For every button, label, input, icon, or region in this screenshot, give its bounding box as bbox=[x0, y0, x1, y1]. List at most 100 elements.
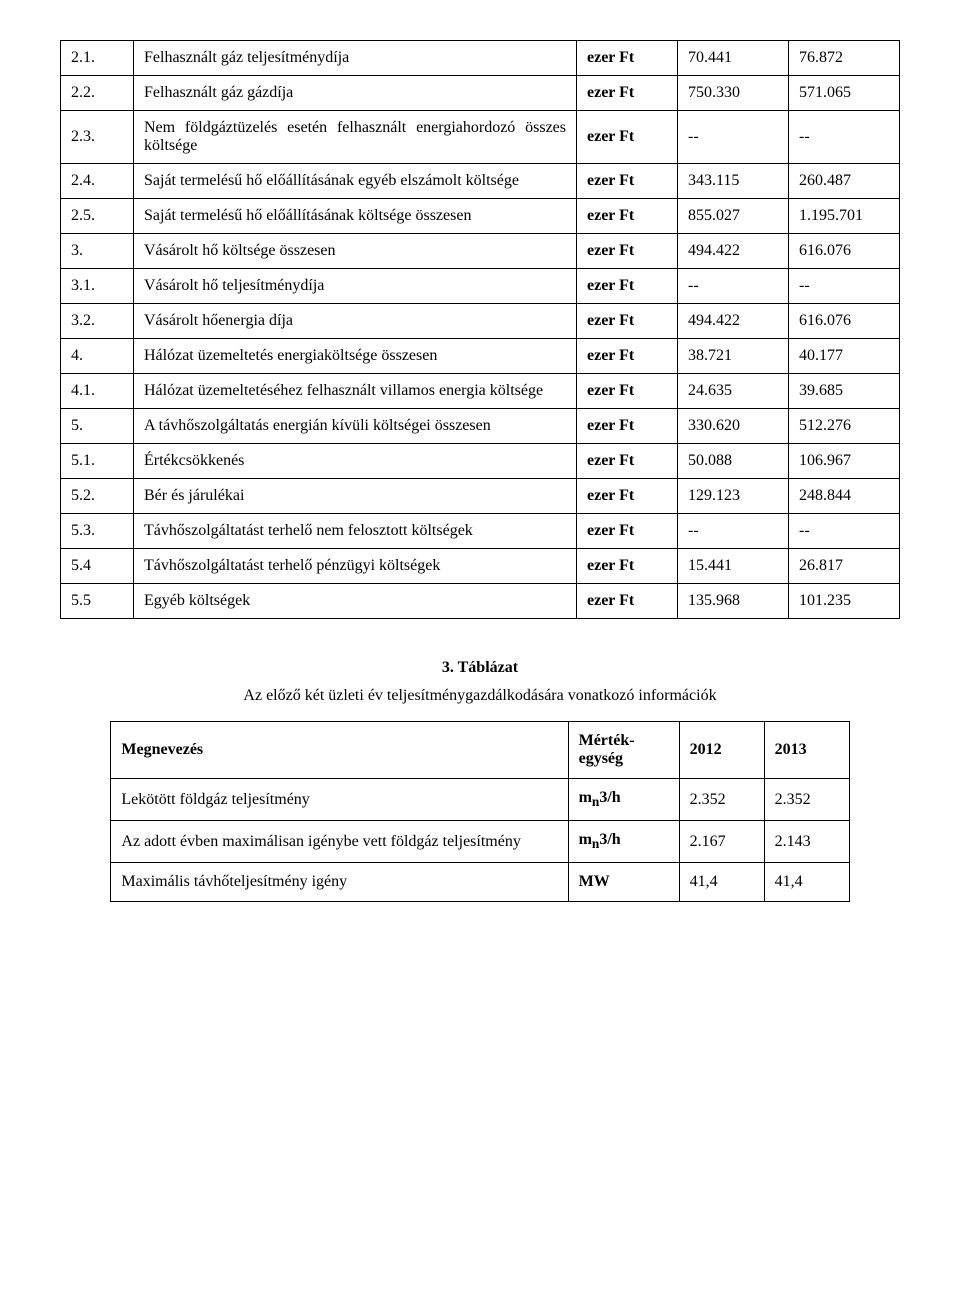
row-description: Lekötött földgáz teljesítmény bbox=[111, 779, 568, 821]
row-number: 5.4 bbox=[61, 549, 134, 584]
row-value-1: 41,4 bbox=[679, 863, 764, 902]
row-value-1: -- bbox=[678, 111, 789, 164]
row-unit: ezer Ft bbox=[577, 374, 678, 409]
row-value-1: 494.422 bbox=[678, 304, 789, 339]
header-mertekegyseg: Mérték-egység bbox=[568, 722, 679, 779]
row-description: Hálózat üzemeltetéséhez felhasznált vill… bbox=[134, 374, 577, 409]
row-unit: ezer Ft bbox=[577, 514, 678, 549]
table-row: 2.1.Felhasznált gáz teljesítménydíjaezer… bbox=[61, 41, 900, 76]
row-description: Saját termelésű hő előállításának költsé… bbox=[134, 199, 577, 234]
header-2013: 2013 bbox=[764, 722, 849, 779]
table-row: 2.3.Nem földgáztüzelés esetén felhasznál… bbox=[61, 111, 900, 164]
row-unit: ezer Ft bbox=[577, 304, 678, 339]
row-value-2: 76.872 bbox=[789, 41, 900, 76]
table-row: 5.5Egyéb költségekezer Ft135.968101.235 bbox=[61, 584, 900, 619]
row-description: Értékcsökkenés bbox=[134, 444, 577, 479]
row-value-1: 2.352 bbox=[679, 779, 764, 821]
row-description: Az adott évben maximálisan igénybe vett … bbox=[111, 821, 568, 863]
table-row: 2.2.Felhasznált gáz gázdíjaezer Ft750.33… bbox=[61, 76, 900, 111]
table-row: 3.1.Vásárolt hő teljesítménydíjaezer Ft-… bbox=[61, 269, 900, 304]
table2-title: 3. Táblázat bbox=[60, 659, 900, 677]
row-value-2: 1.195.701 bbox=[789, 199, 900, 234]
row-unit: ezer Ft bbox=[577, 479, 678, 514]
row-unit: ezer Ft bbox=[577, 199, 678, 234]
row-number: 5.2. bbox=[61, 479, 134, 514]
row-description: Nem földgáztüzelés esetén felhasznált en… bbox=[134, 111, 577, 164]
row-number: 4.1. bbox=[61, 374, 134, 409]
row-number: 2.3. bbox=[61, 111, 134, 164]
row-value-2: 41,4 bbox=[764, 863, 849, 902]
row-description: Vásárolt hőenergia díja bbox=[134, 304, 577, 339]
performance-table: Megnevezés Mérték-egység 2012 2013 Leköt… bbox=[110, 721, 849, 902]
row-value-2: 26.817 bbox=[789, 549, 900, 584]
row-value-1: 38.721 bbox=[678, 339, 789, 374]
row-value-1: 70.441 bbox=[678, 41, 789, 76]
row-value-2: 101.235 bbox=[789, 584, 900, 619]
row-unit: ezer Ft bbox=[577, 234, 678, 269]
table2-header-row: Megnevezés Mérték-egység 2012 2013 bbox=[111, 722, 849, 779]
table-row: 5.A távhőszolgáltatás energián kívüli kö… bbox=[61, 409, 900, 444]
header-2012: 2012 bbox=[679, 722, 764, 779]
row-value-1: 2.167 bbox=[679, 821, 764, 863]
row-unit: ezer Ft bbox=[577, 41, 678, 76]
row-unit: ezer Ft bbox=[577, 409, 678, 444]
row-description: Hálózat üzemeltetés energiaköltsége össz… bbox=[134, 339, 577, 374]
row-value-1: 330.620 bbox=[678, 409, 789, 444]
row-value-2: 512.276 bbox=[789, 409, 900, 444]
row-description: Vásárolt hő teljesítménydíja bbox=[134, 269, 577, 304]
row-number: 5. bbox=[61, 409, 134, 444]
row-number: 5.3. bbox=[61, 514, 134, 549]
row-unit: mn3/h bbox=[568, 779, 679, 821]
row-number: 5.1. bbox=[61, 444, 134, 479]
table-row: 2.4.Saját termelésű hő előállításának eg… bbox=[61, 164, 900, 199]
row-description: Bér és járulékai bbox=[134, 479, 577, 514]
row-number: 4. bbox=[61, 339, 134, 374]
row-number: 5.5 bbox=[61, 584, 134, 619]
row-description: Távhőszolgáltatást terhelő nem felosztot… bbox=[134, 514, 577, 549]
row-value-1: 24.635 bbox=[678, 374, 789, 409]
row-unit: ezer Ft bbox=[577, 164, 678, 199]
row-number: 2.1. bbox=[61, 41, 134, 76]
row-value-1: 15.441 bbox=[678, 549, 789, 584]
table-row: Lekötött földgáz teljesítménymn3/h2.3522… bbox=[111, 779, 849, 821]
row-description: Vásárolt hő költsége összesen bbox=[134, 234, 577, 269]
row-value-1: 855.027 bbox=[678, 199, 789, 234]
row-number: 2.5. bbox=[61, 199, 134, 234]
row-value-2: 2.352 bbox=[764, 779, 849, 821]
row-description: Saját termelésű hő előállításának egyéb … bbox=[134, 164, 577, 199]
row-value-1: 750.330 bbox=[678, 76, 789, 111]
row-number: 3.1. bbox=[61, 269, 134, 304]
table-row: 3.Vásárolt hő költsége összesenezer Ft49… bbox=[61, 234, 900, 269]
row-number: 2.4. bbox=[61, 164, 134, 199]
row-unit: ezer Ft bbox=[577, 339, 678, 374]
row-value-2: 40.177 bbox=[789, 339, 900, 374]
row-value-2: 2.143 bbox=[764, 821, 849, 863]
row-value-1: 50.088 bbox=[678, 444, 789, 479]
header-megnevezes: Megnevezés bbox=[111, 722, 568, 779]
row-value-1: -- bbox=[678, 269, 789, 304]
table-row: 4.Hálózat üzemeltetés energiaköltsége ös… bbox=[61, 339, 900, 374]
row-description: Egyéb költségek bbox=[134, 584, 577, 619]
row-description: Felhasznált gáz teljesítménydíja bbox=[134, 41, 577, 76]
table-row: 5.1.Értékcsökkenésezer Ft50.088106.967 bbox=[61, 444, 900, 479]
row-description: Távhőszolgáltatást terhelő pénzügyi költ… bbox=[134, 549, 577, 584]
row-value-1: 135.968 bbox=[678, 584, 789, 619]
table-row: 3.2.Vásárolt hőenergia díjaezer Ft494.42… bbox=[61, 304, 900, 339]
row-description: Felhasznált gáz gázdíja bbox=[134, 76, 577, 111]
row-unit: ezer Ft bbox=[577, 444, 678, 479]
row-number: 2.2. bbox=[61, 76, 134, 111]
row-description: A távhőszolgáltatás energián kívüli költ… bbox=[134, 409, 577, 444]
row-value-2: 106.967 bbox=[789, 444, 900, 479]
row-unit: mn3/h bbox=[568, 821, 679, 863]
row-value-2: 248.844 bbox=[789, 479, 900, 514]
row-number: 3. bbox=[61, 234, 134, 269]
row-value-2: 260.487 bbox=[789, 164, 900, 199]
cost-table: 2.1.Felhasznált gáz teljesítménydíjaezer… bbox=[60, 40, 900, 619]
row-description: Maximális távhőteljesítmény igény bbox=[111, 863, 568, 902]
row-value-2: 616.076 bbox=[789, 304, 900, 339]
row-value-1: 343.115 bbox=[678, 164, 789, 199]
row-number: 3.2. bbox=[61, 304, 134, 339]
row-value-1: 129.123 bbox=[678, 479, 789, 514]
row-unit: MW bbox=[568, 863, 679, 902]
table-row: 4.1.Hálózat üzemeltetéséhez felhasznált … bbox=[61, 374, 900, 409]
